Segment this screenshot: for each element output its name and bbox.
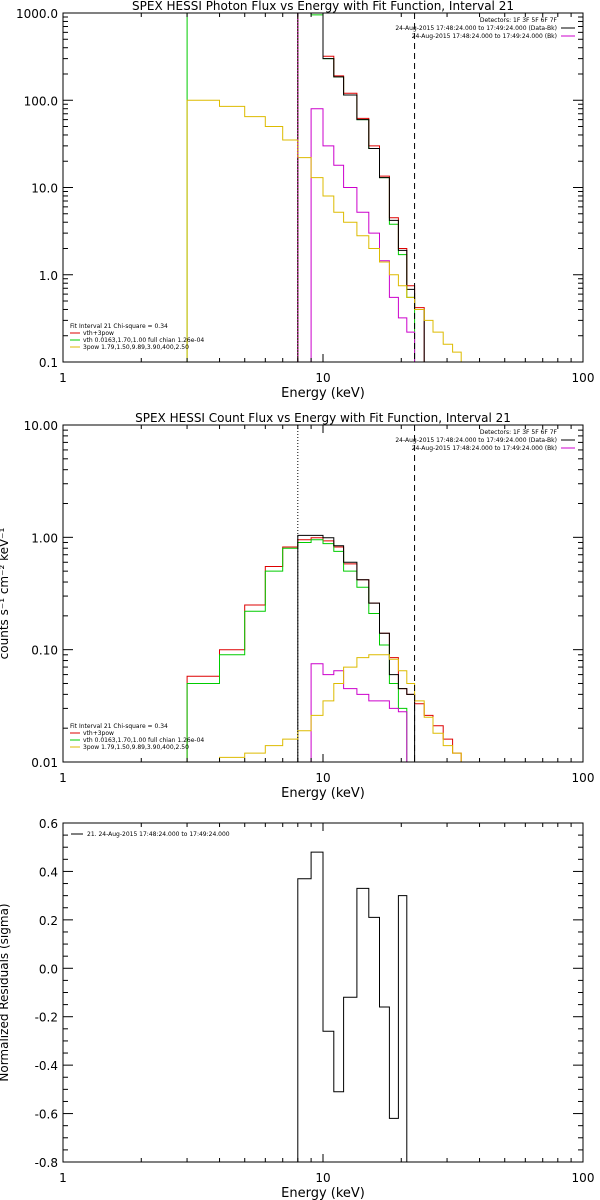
legend-bottom-text: 3pow 1.79,1.50,9.89,3.90,400,2.50 bbox=[83, 344, 189, 351]
x-tick-label: 1 bbox=[59, 771, 67, 785]
series-red-line bbox=[186, 537, 471, 762]
y-tick-label: -0.2 bbox=[35, 1011, 58, 1025]
series-magenta-line bbox=[297, 663, 415, 762]
y-tick-label: 0.01 bbox=[31, 756, 58, 770]
y-tick-label: -0.4 bbox=[35, 1059, 58, 1073]
y-tick-label: 0.6 bbox=[39, 817, 58, 831]
photon-flux-panel: 1 10 100 0.1 1.0 10.0 100.0 1000.0 SPEX HESSI Ph… bbox=[16, 0, 594, 401]
series-magenta-line bbox=[297, 108, 416, 362]
y-tick-label: 1.0 bbox=[39, 269, 58, 283]
legend-bottom-text: vth+3pow bbox=[83, 730, 114, 737]
legend-bottom-text: Fit Interval 21 Chi-square = 0.34 bbox=[70, 323, 168, 330]
y-tick-label: 0.1 bbox=[39, 356, 58, 370]
y-tick-label: 0.2 bbox=[39, 914, 58, 928]
legend-bottom-text: vth 0.0163,1.70,1.00 full chian 1.26e-04 bbox=[83, 337, 204, 344]
legend-top-text: 24-Aug-2015 17:48:24.000 to 17:49:24.000… bbox=[395, 25, 557, 32]
legend-bottom-text: vth 0.0163,1.70,1.00 full chian 1.26e-04 bbox=[83, 737, 204, 744]
series-black-line bbox=[297, 534, 416, 762]
series-yellow-line bbox=[187, 654, 471, 762]
legend-bottom-text: vth+3pow bbox=[83, 330, 114, 337]
x-axis-label: Energy (keV) bbox=[281, 386, 365, 401]
series-green-line bbox=[186, 539, 415, 762]
y-axis-label: Normalized Residuals (sigma) bbox=[0, 903, 11, 1081]
y-tick-label: 1000.0 bbox=[16, 7, 58, 21]
legend-bottom-text: 3pow 1.79,1.50,9.89,3.90,400,2.50 bbox=[83, 744, 189, 751]
x-tick-label: 1 bbox=[59, 371, 67, 385]
y-tick-label: 0.4 bbox=[39, 865, 58, 879]
legend-top-text: Detectors: 1F 3F 5F 6F 7F bbox=[480, 429, 558, 436]
count-flux-panel: 1 10 100 0.01 0.10 1.00 10.00 SPEX HESSI Count … bbox=[0, 411, 594, 801]
legend-top-text: 24-Aug-2015 17:48:24.000 to 17:49:24.000… bbox=[395, 437, 557, 444]
y-tick-label: 10.00 bbox=[24, 419, 58, 433]
x-axis-label: Energy (keV) bbox=[281, 786, 365, 801]
x-tick-label: 1 bbox=[59, 1171, 67, 1185]
residuals-panel: 1 10 100 -0.8 -0.6 -0.4 -0.2 0.0 0.2 0.4 0.6 Energy… bbox=[0, 817, 594, 1200]
y-tick-label: 0.10 bbox=[31, 644, 58, 658]
x-tick-label: 100 bbox=[572, 371, 595, 385]
chart-title: SPEX HESSI Count Flux vs Energy with Fit… bbox=[135, 411, 511, 425]
x-axis-label: Energy (keV) bbox=[281, 1186, 365, 1200]
series-black-line bbox=[297, 851, 415, 1162]
y-tick-label: 10.0 bbox=[31, 182, 58, 196]
legend-top-text: 24-Aug-2015 17:48:24.000 to 17:49:24.000… bbox=[412, 445, 557, 452]
series-green-line bbox=[186, 13, 416, 362]
y-tick-label: 0.0 bbox=[39, 962, 58, 976]
series-black-line bbox=[297, 13, 425, 362]
x-tick-label: 10 bbox=[315, 1171, 330, 1185]
x-tick-label: 100 bbox=[572, 1171, 595, 1185]
x-tick-label: 10 bbox=[315, 771, 330, 785]
x-tick-label: 10 bbox=[315, 371, 330, 385]
y-tick-label: 100.0 bbox=[24, 94, 58, 108]
chart-title: SPEX HESSI Photon Flux vs Energy with Fi… bbox=[132, 0, 514, 13]
series-red-line bbox=[297, 13, 425, 362]
y-tick-label: -0.8 bbox=[35, 1156, 58, 1170]
y-tick-label: 1.00 bbox=[31, 531, 58, 545]
legend-bottom-text: Fit Interval 21 Chi-square = 0.34 bbox=[70, 723, 168, 730]
y-axis-label: counts s⁻¹ cm⁻² keV⁻¹ bbox=[0, 527, 11, 659]
legend-top-text: 24-Aug-2015 17:48:24.000 to 17:49:24.000… bbox=[412, 33, 557, 40]
x-tick-label: 100 bbox=[572, 771, 595, 785]
legend-top-text: Detectors: 1F 3F 5F 6F 7F bbox=[480, 17, 558, 24]
y-tick-label: -0.6 bbox=[35, 1108, 58, 1122]
series-yellow-line bbox=[186, 99, 471, 362]
legend-top-left-text: 21. 24-Aug-2015 17:48:24.000 to 17:49:24… bbox=[87, 831, 230, 838]
